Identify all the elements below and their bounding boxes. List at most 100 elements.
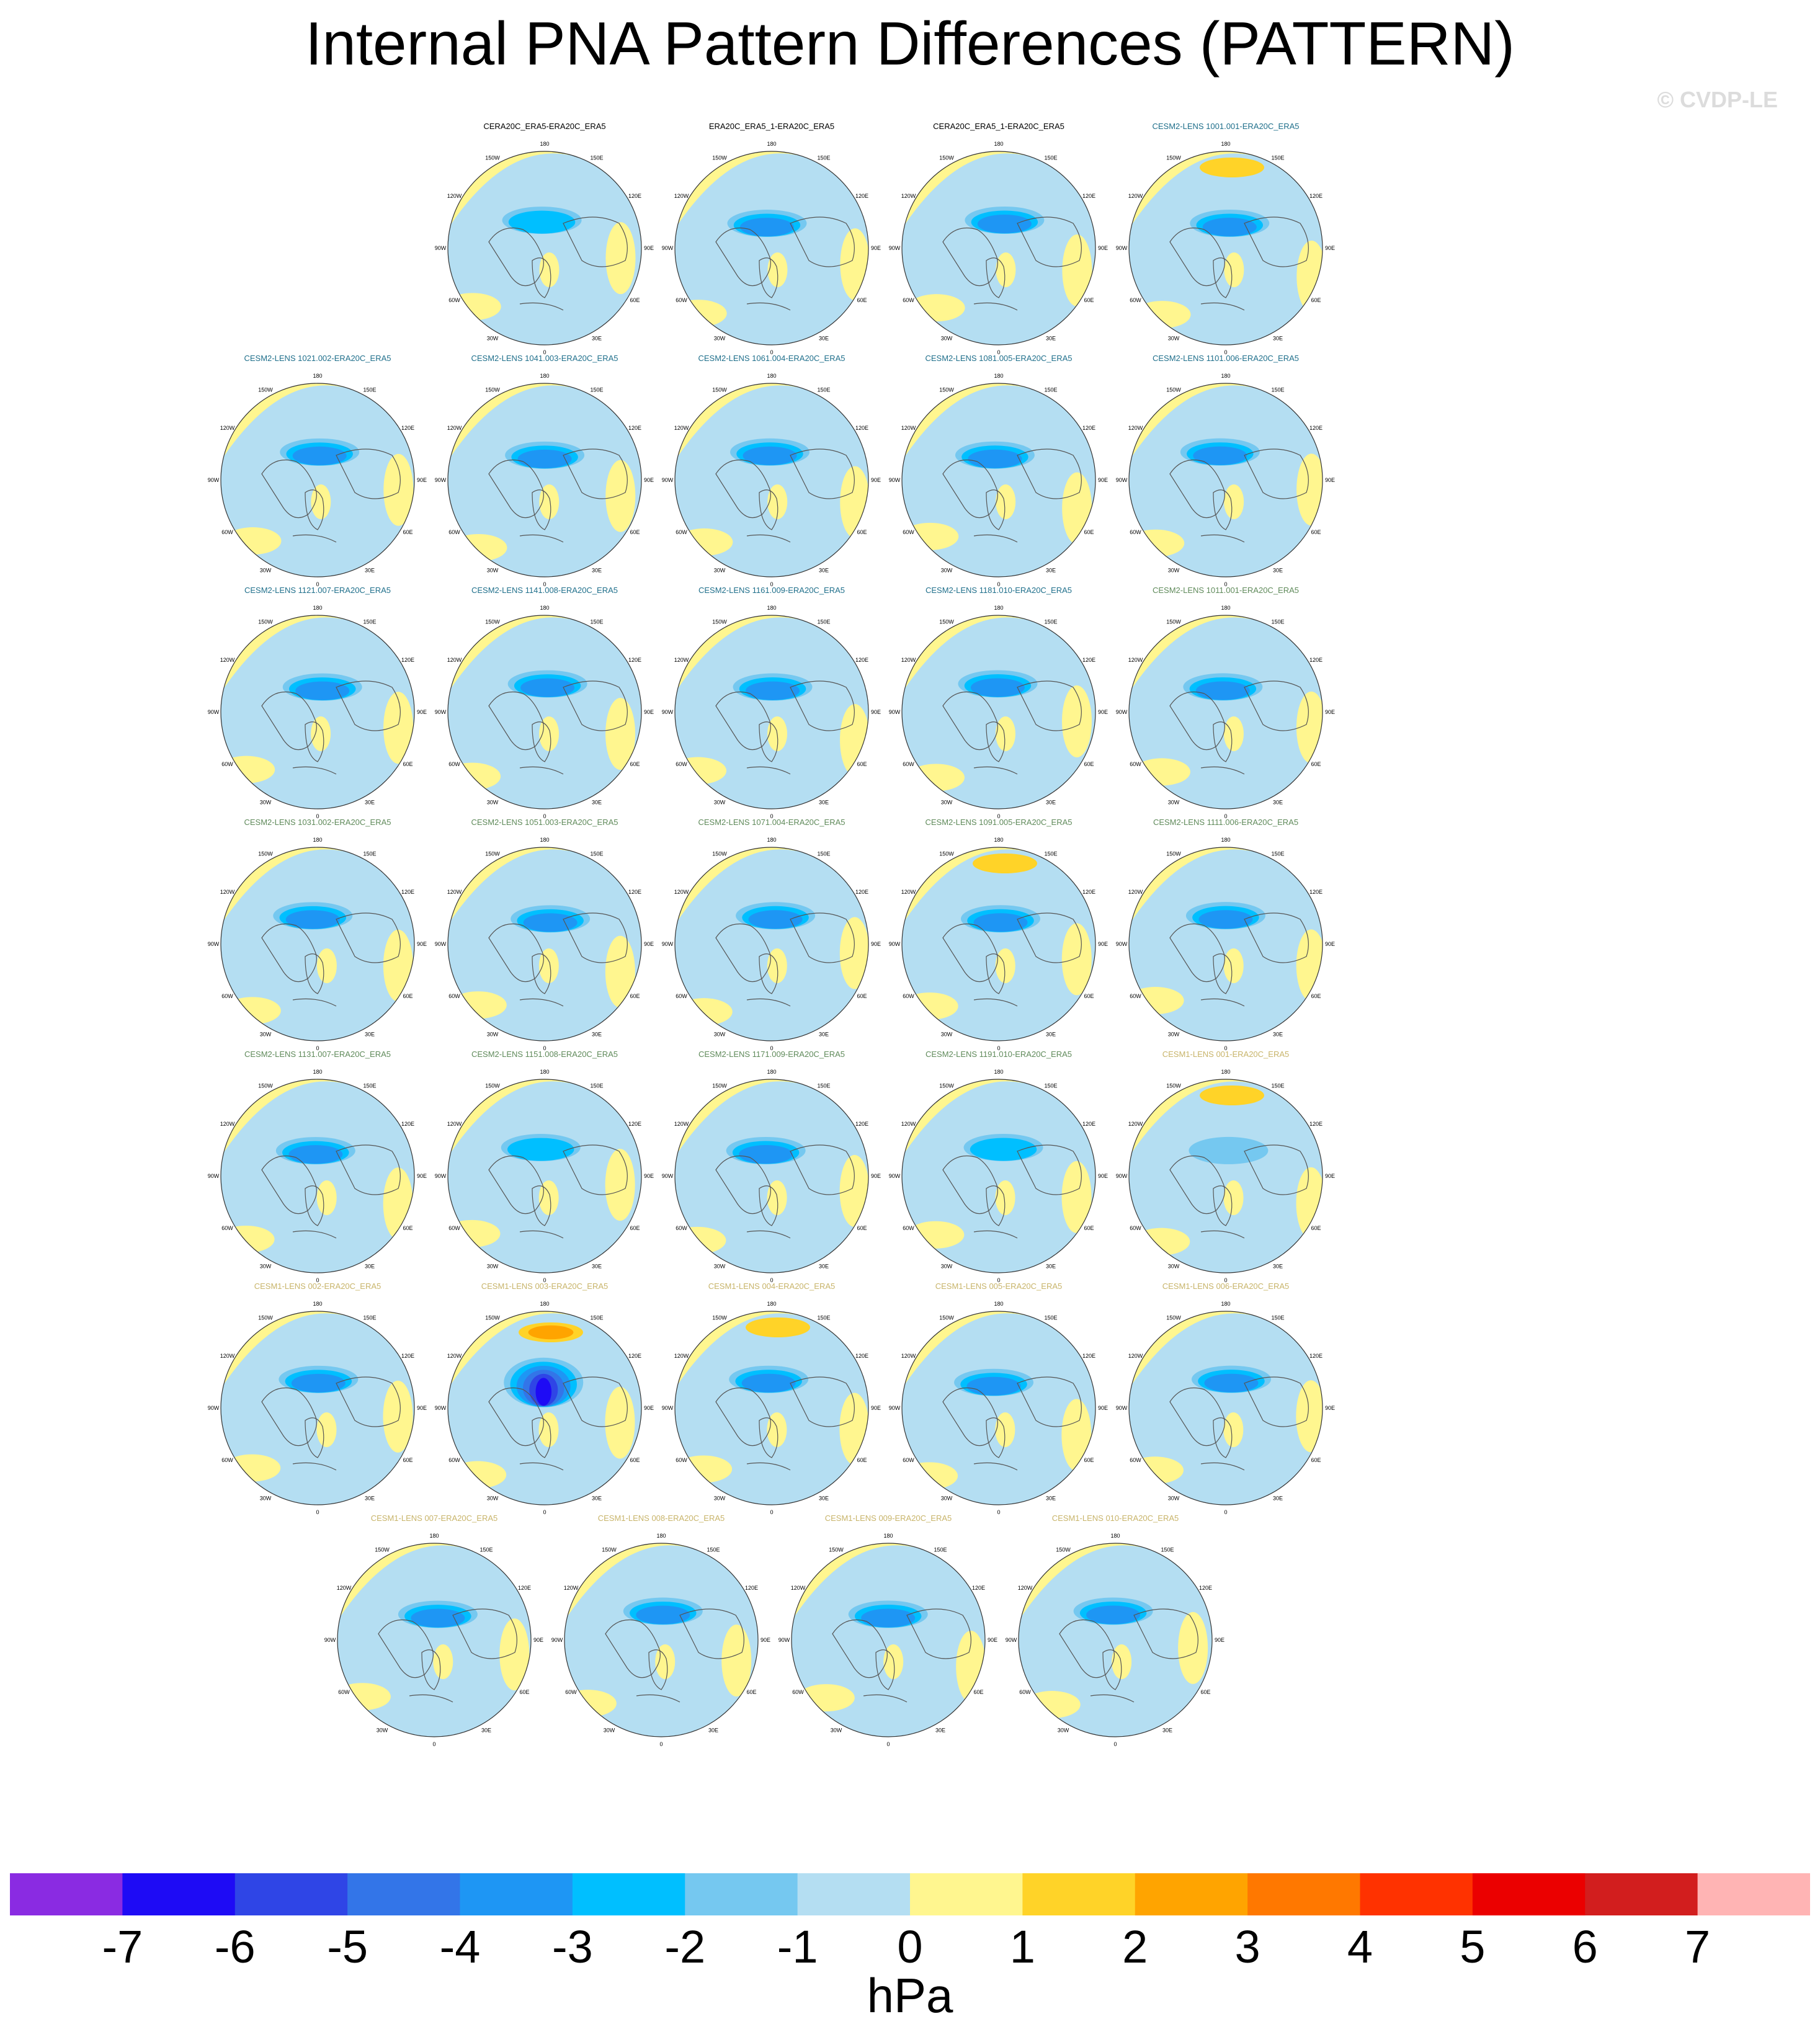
field-positive-1 [383, 929, 413, 1002]
map-panel: CESM2-LENS 1091.005-ERA20C_ERA5 180 150E 12… [880, 818, 1117, 1056]
lon-label: 0 [770, 349, 773, 355]
lon-label: 90E [1098, 1173, 1108, 1179]
lon-label: 180 [540, 141, 549, 147]
coastline [1059, 1619, 1115, 1678]
lon-label: 180 [994, 373, 1003, 379]
lon-label: 120W [447, 1353, 462, 1359]
coastline [759, 721, 778, 762]
lon-label: 120E [1309, 193, 1323, 199]
lon-label: 150W [939, 387, 954, 393]
lon-label: 90W [662, 941, 674, 947]
lon-label: 150W [1166, 387, 1181, 393]
lon-label: 0 [1224, 1045, 1227, 1051]
panel-title: CESM2-LENS 1121.007-ERA20C_ERA5 [244, 586, 391, 595]
map-panel: CESM2-LENS 1081.005-ERA20C_ERA5 180 150E 12… [880, 354, 1117, 592]
field-positive-1 [223, 997, 281, 1025]
coastline [421, 1649, 441, 1690]
lon-label: 120E [1082, 889, 1095, 895]
lon-label: 60E [403, 993, 413, 999]
field-negative-center [977, 215, 1032, 233]
lon-label: 30E [1273, 567, 1283, 573]
lon-label: 150W [939, 1315, 954, 1321]
coastline [942, 459, 998, 519]
polar-map: 180 150E 120E 90E 60E 30E 0 30W 60W 90W 120W 150W [889, 1069, 1108, 1283]
coastline [790, 216, 855, 267]
lon-label: 120E [1309, 425, 1323, 431]
coastline [261, 691, 317, 751]
field-negative-center [970, 1138, 1037, 1161]
lon-label: 30E [1273, 799, 1283, 805]
lon-label: 60W [903, 1225, 914, 1231]
lon-label: 30W [714, 567, 726, 573]
colorbar-swatch [1022, 1873, 1136, 1915]
field-positive-1 [675, 998, 733, 1026]
lon-label: 150W [485, 1083, 500, 1089]
lon-label: 120E [628, 425, 641, 431]
field-negative-center [739, 1145, 793, 1164]
lon-label: 30W [487, 567, 499, 573]
colorbar-tick-label: -6 [214, 1921, 256, 1972]
coastline [973, 998, 1018, 1007]
lon-label: 90E [644, 477, 654, 483]
map-panel: CESM2-LENS 1071.004-ERA20C_ERA5 180 150E 12… [653, 818, 890, 1056]
lon-label: 90W [889, 1405, 901, 1411]
polar-map: 180 150E 120E 90E 60E 30E 0 30W 60W 90W 120W 150W [208, 1069, 427, 1283]
lon-label: 120E [401, 1121, 414, 1127]
lon-label: 30E [819, 1031, 829, 1037]
colorbar-tick-label: -2 [664, 1921, 706, 1972]
coastline [759, 953, 778, 994]
lon-label: 90W [208, 1173, 220, 1179]
lon-label: 60W [221, 529, 233, 535]
colorbar-swatch [910, 1873, 1023, 1915]
lon-label: 60E [1084, 993, 1094, 999]
lon-label: 150E [480, 1547, 493, 1553]
field-negative-1 [675, 383, 868, 577]
lon-label: 90E [1325, 477, 1335, 483]
lon-label: 180 [540, 1301, 549, 1307]
lon-label: 150W [939, 1083, 954, 1089]
field-positive-center [1200, 1085, 1264, 1105]
lon-label: 150E [817, 619, 830, 625]
lon-label: 90W [324, 1637, 336, 1643]
lon-label: 90W [435, 1405, 447, 1411]
coastline [715, 1155, 771, 1215]
field-negative-center [535, 1378, 552, 1406]
lon-label: 30W [260, 567, 272, 573]
lon-label: 30E [1046, 799, 1056, 805]
lon-label: 30W [714, 1031, 726, 1037]
coastline [261, 923, 317, 983]
lon-label: 120E [1082, 1353, 1095, 1359]
colorbar-tick-label: 6 [1572, 1921, 1598, 1972]
lon-label: 180 [1221, 605, 1230, 611]
coastline [452, 1608, 517, 1659]
colorbar-tick-label: 5 [1460, 1921, 1486, 1972]
field-positive-1 [1133, 758, 1190, 786]
map-panel: CERA20C_ERA5_1-ERA20C_ERA5 180 150E 120E 90E… [880, 122, 1117, 360]
lon-label: 180 [313, 1301, 322, 1307]
lon-label: 30W [941, 335, 953, 341]
field-negative-center [748, 910, 803, 929]
polar-map: 180 150E 120E 90E 60E 30E 0 30W 60W 90W 120W 150W [435, 605, 654, 819]
coastline [986, 257, 1006, 298]
lon-label: 30E [1046, 1495, 1056, 1501]
lon-label: 30E [365, 1031, 375, 1037]
lon-label: 120W [791, 1585, 806, 1591]
field-negative-1 [902, 847, 1095, 1041]
colorbar-tick-labels: -7 -6 -5 -4 -3 -2 -1 0 1 2 3 4 5 6 7 [0, 1920, 1820, 1972]
lon-label: 60E [519, 1689, 529, 1695]
panel-title: CESM1-LENS 002-ERA20C_ERA5 [254, 1281, 381, 1291]
field-negative-1 [337, 1543, 531, 1737]
field-negative-1 [448, 1079, 641, 1273]
lon-label: 60E [1084, 1225, 1094, 1231]
lon-label: 120E [855, 193, 868, 199]
lon-label: 150E [1044, 619, 1057, 625]
lon-label: 0 [316, 581, 319, 587]
coastline [1017, 680, 1082, 731]
lon-label: 30W [487, 1031, 499, 1037]
map-boundary [1128, 847, 1323, 1041]
lon-label: 30E [819, 799, 829, 805]
map-panel: CESM1-LENS 001-ERA20C_ERA5 180 150E 120E 90E… [1107, 1050, 1344, 1288]
map-boundary [447, 1079, 642, 1273]
lon-label: 120W [220, 657, 235, 663]
lon-label: 150W [939, 155, 954, 161]
